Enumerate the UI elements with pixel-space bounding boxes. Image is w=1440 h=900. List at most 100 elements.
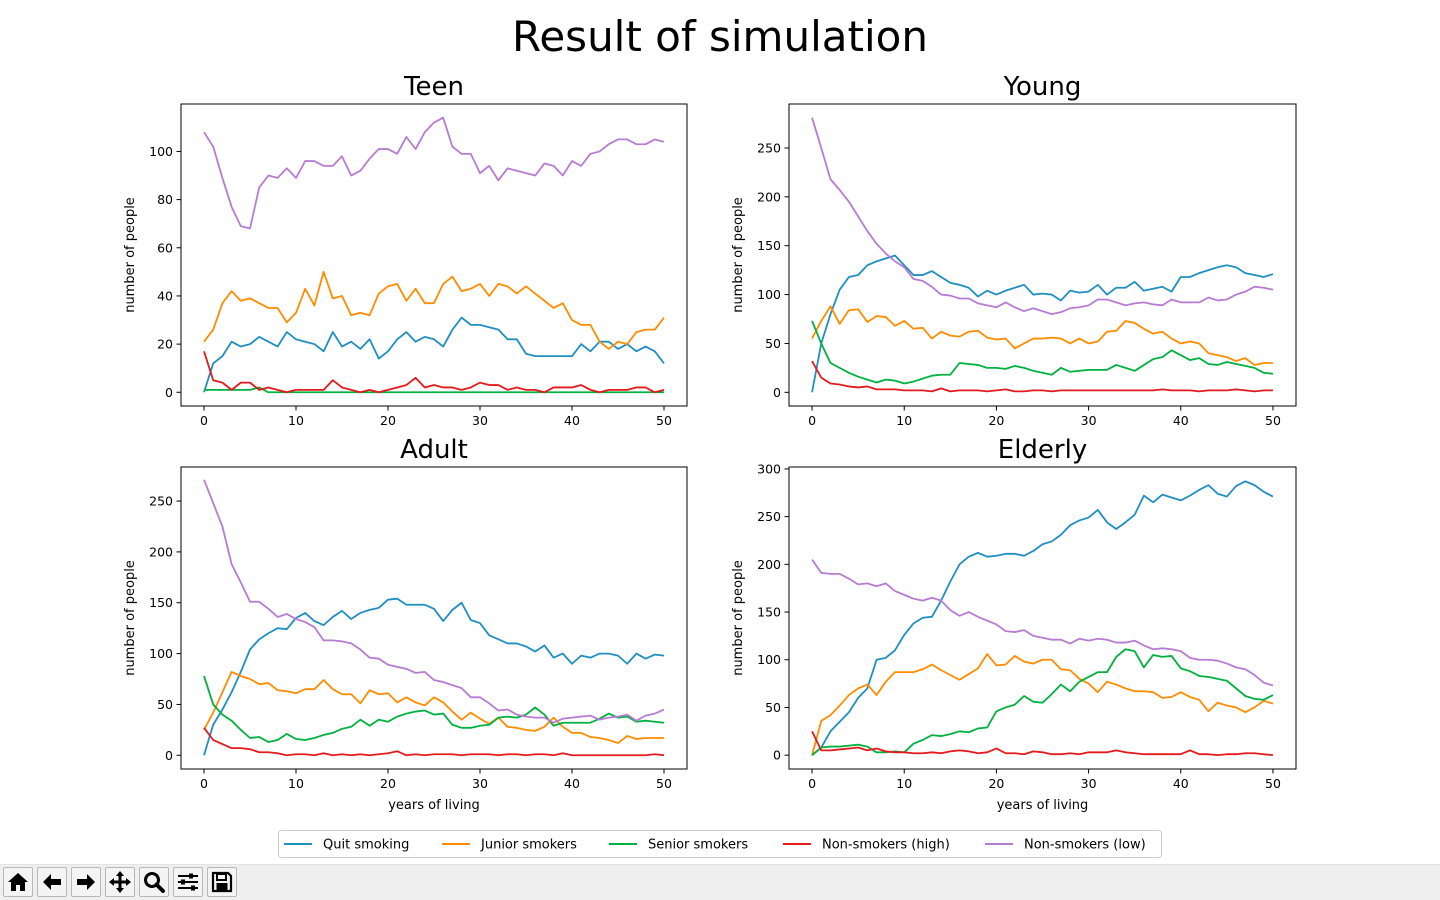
y-tick-label: 50 bbox=[157, 697, 173, 712]
x-tick-label: 50 bbox=[1265, 413, 1281, 428]
subplot-elderly-series-high bbox=[811, 730, 1274, 757]
navigation-toolbar bbox=[0, 864, 1440, 900]
subplot-elderly: 0 10 20 30 40 50 0 50 100 150 200 250 300 Elderly numb… bbox=[731, 435, 1297, 813]
legend-label: Quit smoking bbox=[323, 838, 409, 853]
y-tick-label: 250 bbox=[149, 494, 173, 509]
subplot-teen-series-junior bbox=[203, 270, 665, 350]
subplot-adult-xlabel: years of living bbox=[388, 798, 480, 813]
configure-button[interactable] bbox=[173, 867, 203, 897]
subplot-elderly-frame bbox=[788, 466, 1297, 770]
x-tick-label: 30 bbox=[472, 776, 488, 791]
save-button[interactable] bbox=[207, 867, 237, 897]
x-tick-label: 20 bbox=[380, 776, 396, 791]
subplot-adult-title: Adult bbox=[400, 435, 468, 465]
x-tick-label: 20 bbox=[380, 413, 396, 428]
subplot-teen-frame bbox=[180, 103, 688, 407]
legend-label: Senior smokers bbox=[648, 838, 748, 853]
subplot-young-series-low bbox=[811, 117, 1274, 316]
subplot-teen: 0 10 20 30 40 50 0 20 40 60 80 100 Teen number of peo… bbox=[123, 72, 688, 428]
y-tick-label: 80 bbox=[157, 192, 173, 207]
x-tick-label: 50 bbox=[1265, 776, 1281, 791]
x-tick-label: 30 bbox=[472, 413, 488, 428]
subplot-teen-ylabel: number of people bbox=[123, 197, 138, 313]
y-tick-label: 250 bbox=[757, 509, 781, 524]
x-tick-label: 10 bbox=[896, 413, 912, 428]
legend-box bbox=[278, 830, 1162, 858]
x-tick-label: 0 bbox=[808, 413, 816, 428]
subplot-teen-series-quit bbox=[203, 316, 665, 393]
y-tick-label: 200 bbox=[149, 544, 173, 559]
legend-entry-quit: Quit smoking bbox=[284, 838, 409, 853]
y-tick-label: 50 bbox=[765, 336, 781, 351]
legend-entry-junior: Junior smokers bbox=[442, 838, 577, 853]
x-tick-label: 0 bbox=[200, 413, 208, 428]
back-button[interactable] bbox=[37, 867, 67, 897]
y-tick-label: 50 bbox=[765, 700, 781, 715]
x-tick-label: 20 bbox=[988, 413, 1004, 428]
subplot-elderly-series-junior bbox=[811, 653, 1274, 756]
subplot-young-series-high bbox=[811, 360, 1273, 393]
subplot-elderly-xlabel: years of living bbox=[997, 798, 1089, 813]
subplot-young-series-senior bbox=[811, 320, 1274, 385]
x-tick-label: 0 bbox=[200, 776, 208, 791]
x-tick-label: 30 bbox=[1081, 776, 1097, 791]
figure-title: Result of simulation bbox=[512, 12, 928, 61]
subplot-teen-series-high bbox=[203, 351, 665, 394]
zoom-button[interactable] bbox=[139, 867, 169, 897]
legend: Quit smoking Junior smokers Senior smokers… bbox=[278, 830, 1162, 858]
subplot-young-background bbox=[789, 104, 1296, 406]
y-tick-label: 0 bbox=[165, 385, 173, 400]
y-tick-label: 150 bbox=[757, 238, 781, 253]
x-tick-label: 10 bbox=[288, 776, 304, 791]
subplot-adult-background bbox=[181, 467, 687, 769]
legend-label: Non-smokers (high) bbox=[822, 838, 950, 853]
legend-label: Non-smokers (low) bbox=[1024, 838, 1146, 853]
x-tick-label: 30 bbox=[1081, 413, 1097, 428]
y-tick-label: 100 bbox=[149, 144, 173, 159]
subplot-elderly-background bbox=[789, 467, 1296, 769]
pan-button[interactable] bbox=[105, 867, 135, 897]
y-tick-label: 0 bbox=[773, 385, 781, 400]
subplot-elderly-series-low bbox=[811, 559, 1274, 687]
floppy-icon bbox=[211, 871, 233, 893]
y-tick-label: 20 bbox=[157, 337, 173, 352]
home-button[interactable] bbox=[3, 867, 33, 897]
y-tick-label: 300 bbox=[757, 461, 781, 476]
subplot-teen-series-low bbox=[203, 116, 665, 230]
subplot-young-series-quit bbox=[811, 254, 1274, 393]
forward-button[interactable] bbox=[71, 867, 101, 897]
subplot-adult: 0 10 20 30 40 50 0 50 100 150 200 250 Adult number of… bbox=[123, 435, 688, 813]
subplot-elderly-title: Elderly bbox=[998, 435, 1087, 465]
subplot-teen-series-senior bbox=[204, 386, 664, 394]
subplot-young-frame bbox=[788, 103, 1297, 407]
subplot-young-series-junior bbox=[811, 305, 1273, 366]
y-tick-label: 60 bbox=[157, 240, 173, 255]
sliders-icon bbox=[178, 873, 198, 891]
subplot-young: 0 10 20 30 40 50 0 50 100 150 200 250 Young number of… bbox=[731, 72, 1297, 428]
y-tick-label: 100 bbox=[757, 652, 781, 667]
arrow-right-icon bbox=[77, 874, 95, 890]
y-tick-label: 100 bbox=[757, 287, 781, 302]
x-tick-label: 10 bbox=[896, 776, 912, 791]
legend-entry-senior: Senior smokers bbox=[609, 838, 748, 853]
y-tick-label: 0 bbox=[773, 748, 781, 763]
x-tick-label: 0 bbox=[808, 776, 816, 791]
figure: Result of simulation 0 10 20 30 40 50 0 20 40 60 8… bbox=[123, 12, 1297, 858]
subplot-adult-series-senior bbox=[203, 675, 665, 743]
subplot-adult-series-low bbox=[203, 479, 665, 724]
y-tick-label: 200 bbox=[757, 189, 781, 204]
subplot-young-title: Young bbox=[1003, 72, 1082, 102]
home-icon bbox=[8, 873, 28, 891]
x-tick-label: 40 bbox=[564, 413, 580, 428]
x-tick-label: 20 bbox=[988, 776, 1004, 791]
arrow-left-icon bbox=[43, 874, 61, 890]
legend-label: Junior smokers bbox=[480, 838, 577, 853]
subplot-adult-frame bbox=[180, 466, 688, 770]
subplot-adult-series-high bbox=[203, 727, 665, 757]
x-tick-label: 40 bbox=[1173, 413, 1189, 428]
y-tick-label: 250 bbox=[757, 140, 781, 155]
subplot-teen-title: Teen bbox=[403, 72, 464, 102]
subplot-elderly-ylabel: number of people bbox=[731, 560, 746, 676]
y-tick-label: 0 bbox=[165, 748, 173, 763]
